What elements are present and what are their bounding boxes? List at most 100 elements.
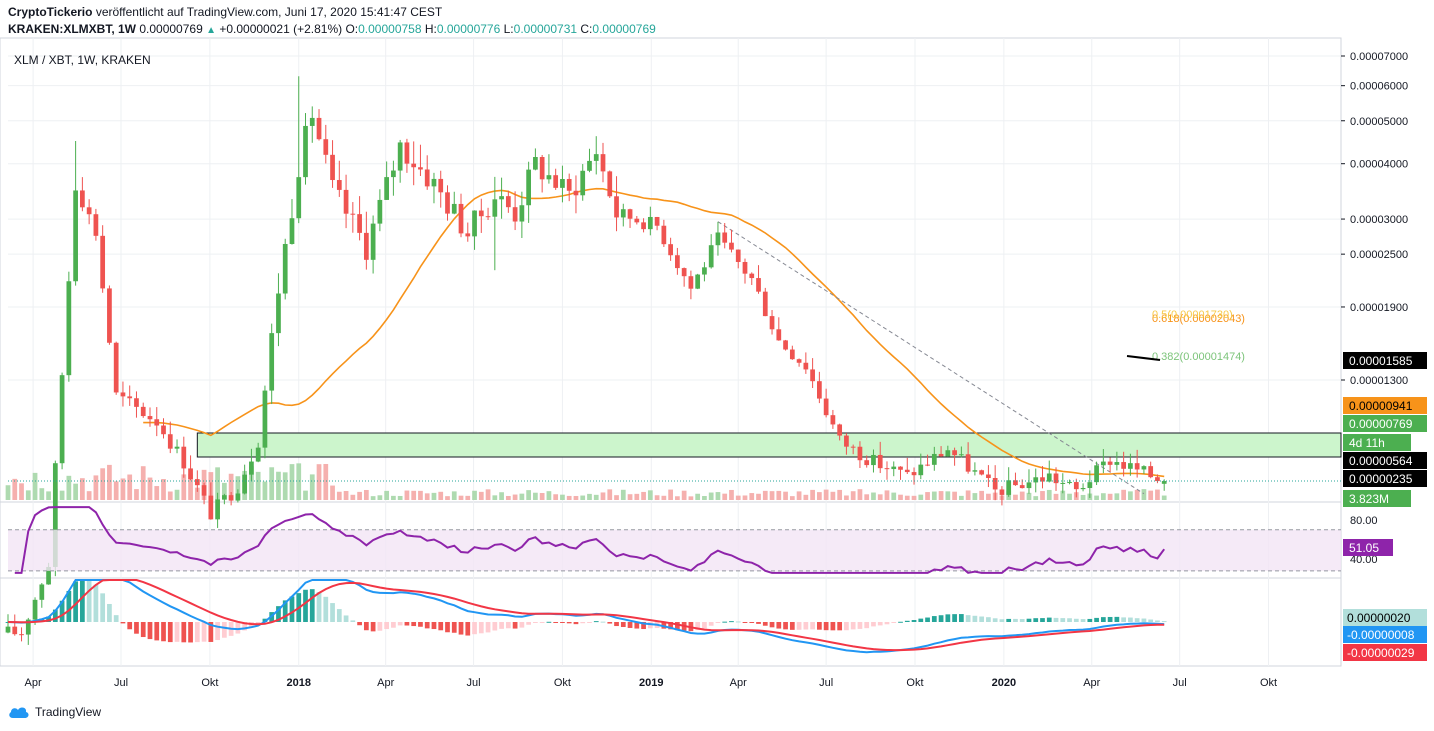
macd-histogram-bar xyxy=(370,622,376,632)
macd-histogram-bar xyxy=(1053,617,1059,622)
candle-body xyxy=(965,454,971,472)
volume-bar xyxy=(107,464,112,500)
macd-histogram-bar xyxy=(242,622,248,631)
volume-bar xyxy=(850,491,856,500)
macd-histogram-bar xyxy=(898,621,903,623)
macd-histogram-bar xyxy=(80,580,85,622)
volume-bar xyxy=(296,463,302,500)
macd-histogram-bar xyxy=(1060,618,1066,622)
macd-histogram-bar xyxy=(979,616,985,622)
volume-bar xyxy=(357,491,362,500)
volume-bar xyxy=(330,485,335,500)
volume-bar xyxy=(451,491,457,500)
candle-body xyxy=(418,167,423,170)
candle-body xyxy=(952,450,957,456)
volume-bar xyxy=(221,482,227,500)
macd-histogram-bar xyxy=(1040,618,1045,622)
macd-histogram-bar xyxy=(702,622,707,629)
ohlc-row: KRAKEN:XLMXBT, 1W 0.00000769 ▲ +0.000000… xyxy=(8,22,656,36)
macd-histogram-bar xyxy=(343,615,349,622)
last-price: 0.00000769 xyxy=(139,22,203,36)
time-tick-label: 2018 xyxy=(286,677,310,689)
volume-bar xyxy=(32,472,38,500)
candle-body xyxy=(526,169,531,206)
macd-histogram-bar xyxy=(546,621,552,623)
time-tick-label: Jul xyxy=(114,677,128,689)
macd-histogram-bar xyxy=(1155,620,1160,622)
macd-histogram-bar xyxy=(566,622,572,624)
candle-body xyxy=(1100,461,1106,466)
macd-histogram-bar xyxy=(931,616,937,622)
candle-body xyxy=(93,214,99,236)
candle-body xyxy=(336,180,342,190)
volume-bar xyxy=(918,494,924,500)
macd-histogram-bar xyxy=(363,622,369,631)
candle-body xyxy=(1073,482,1079,490)
macd-histogram-bar xyxy=(167,622,173,643)
volume-bar xyxy=(289,464,295,500)
price-change: +0.00000021 (+2.81%) xyxy=(219,22,343,36)
volume-bar xyxy=(965,490,971,500)
macd-histogram-bar xyxy=(607,622,613,624)
volume-bar xyxy=(837,489,843,500)
candle-body xyxy=(221,495,227,500)
macd-histogram-bar xyxy=(593,621,599,623)
macd-histogram-bar xyxy=(39,618,45,622)
macd-histogram-bar xyxy=(776,622,782,629)
volume-bar xyxy=(391,495,396,500)
volume-bar xyxy=(485,489,491,500)
macd-histogram-bar xyxy=(323,596,329,622)
chart-canvas[interactable]: 0.00007000 0.00006000 0.00005000 0.00004000… xyxy=(0,0,1434,700)
candle-body xyxy=(505,196,511,208)
candle-body xyxy=(708,245,714,268)
candle-body xyxy=(127,396,133,399)
volume-bar xyxy=(255,471,261,500)
macd-histogram-bar xyxy=(377,622,383,631)
rsi-value-bg xyxy=(1343,539,1393,556)
candle-body xyxy=(309,117,315,126)
price-axis-label-bg xyxy=(1343,434,1411,451)
volume-bar xyxy=(1141,489,1147,500)
candle-body xyxy=(539,157,545,180)
candle-body xyxy=(864,460,870,466)
volume-bar xyxy=(59,490,65,500)
macd-value-bg xyxy=(1343,644,1427,661)
volume-bar xyxy=(688,496,694,500)
volume-bar xyxy=(979,490,985,500)
low-label: L: xyxy=(503,22,514,36)
support-zone xyxy=(196,432,1342,458)
rsi-tick-label: 80.00 xyxy=(1350,515,1378,527)
macd-histogram-bar xyxy=(587,622,592,623)
volume-bar xyxy=(424,493,430,500)
time-tick-label: 2020 xyxy=(992,677,1016,689)
candle-body xyxy=(1107,461,1113,465)
volume-bar xyxy=(73,483,78,500)
macd-histogram-bar xyxy=(303,589,308,622)
candle-body xyxy=(458,203,464,234)
macd-histogram-bar xyxy=(1026,618,1032,622)
volume-bar xyxy=(546,491,552,500)
candle-body xyxy=(992,478,998,490)
candle-body xyxy=(573,190,579,196)
candle-body xyxy=(357,214,362,233)
volume-bar xyxy=(722,493,728,500)
volume-bar xyxy=(898,494,903,500)
volume-bar xyxy=(952,491,957,500)
macd-histogram-bar xyxy=(201,622,207,642)
volume-bar xyxy=(323,463,329,500)
published-text: veröffentlicht auf TradingView.com, Juni… xyxy=(95,5,443,19)
macd-histogram-bar xyxy=(1094,617,1099,622)
candle-body xyxy=(86,207,92,215)
volume-bar xyxy=(154,486,160,500)
volume-bar xyxy=(397,495,403,500)
candle-body xyxy=(167,434,173,449)
fib-level-label: 0.618(0.00002043) xyxy=(1152,313,1245,325)
candle-body xyxy=(627,209,633,219)
volume-bar xyxy=(113,481,119,500)
macd-histogram-bar xyxy=(276,606,281,622)
macd-histogram-bar xyxy=(1080,619,1086,622)
macd-histogram-bar xyxy=(418,622,423,627)
volume-bar xyxy=(560,494,565,500)
volume-bar xyxy=(945,491,951,500)
volume-bar xyxy=(127,474,133,500)
